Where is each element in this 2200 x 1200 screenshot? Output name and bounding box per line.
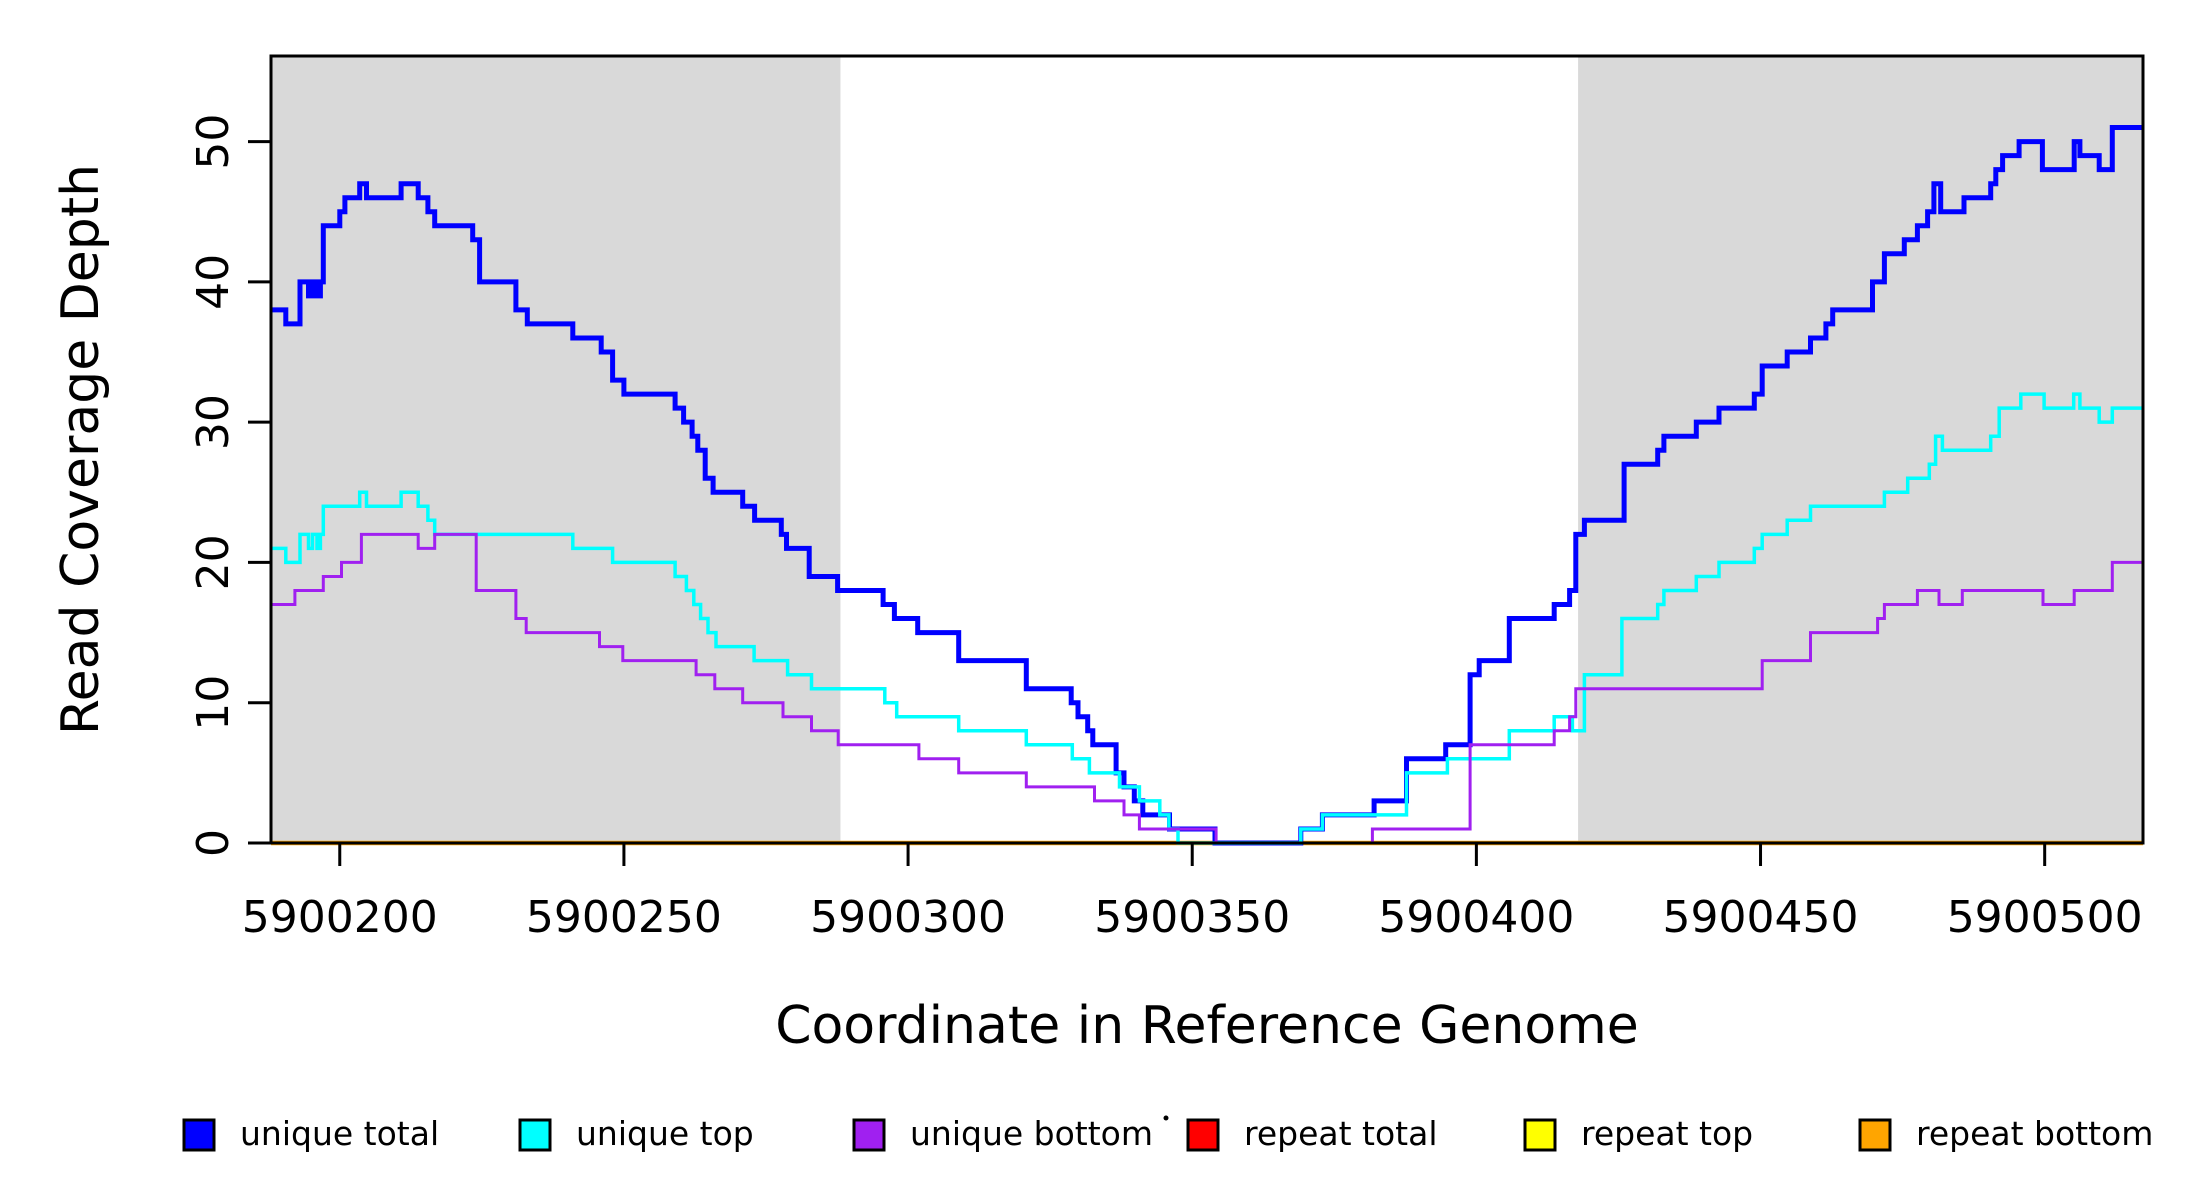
y-tick-label: 30 bbox=[188, 394, 239, 450]
legend-label-unique-bottom: unique bottom bbox=[910, 1114, 1153, 1153]
y-tick-label: 20 bbox=[188, 534, 239, 590]
x-tick-label: 5900350 bbox=[1094, 892, 1290, 943]
x-tick-label: 5900500 bbox=[1947, 892, 2143, 943]
left-gray-band bbox=[271, 56, 841, 843]
axis-ticks-layer bbox=[248, 140, 2047, 866]
x-tick-label: 5900400 bbox=[1378, 892, 1574, 943]
x-tick-label: 5900200 bbox=[242, 892, 438, 943]
legend-label-repeat-top: repeat top bbox=[1581, 1114, 1753, 1153]
plot-border-box bbox=[269, 54, 2145, 845]
axis-tick-labels-layer: 5900200 5900250 5900300 5900350 5900400 59004… bbox=[188, 114, 2143, 943]
legend: unique total unique top unique bottom repea… bbox=[182, 1114, 2153, 1153]
legend-swatch-unique-bottom bbox=[852, 1118, 886, 1152]
right-gray-band bbox=[1578, 56, 2143, 843]
x-tick-label: 5900250 bbox=[526, 892, 722, 943]
series-line-unique-top bbox=[271, 392, 2143, 845]
y-tick-label: 40 bbox=[188, 254, 239, 310]
legend-label-unique-top: unique top bbox=[576, 1114, 754, 1153]
legend-label-unique-total: unique total bbox=[240, 1114, 439, 1153]
y-tick-label: 0 bbox=[188, 829, 239, 857]
legend-label-repeat-bottom: repeat bottom bbox=[1916, 1114, 2153, 1153]
legend-title-dot bbox=[1163, 1115, 1169, 1121]
legend-swatch-repeat-total bbox=[1186, 1118, 1220, 1152]
x-tick-label: 5900300 bbox=[810, 892, 1006, 943]
y-tick-label: 10 bbox=[188, 675, 239, 731]
series-line-unique-bottom bbox=[271, 532, 2143, 845]
y-tick-label: 50 bbox=[188, 114, 239, 170]
legend-label-repeat-total: repeat total bbox=[1244, 1114, 1438, 1153]
legend-swatch-unique-total bbox=[182, 1118, 216, 1152]
legend-swatch-unique-top bbox=[518, 1118, 552, 1152]
x-axis-title: Coordinate in Reference Genome bbox=[775, 996, 1639, 1056]
x-tick-label: 5900450 bbox=[1663, 892, 1859, 943]
legend-swatch-repeat-bottom bbox=[1858, 1118, 1892, 1152]
legend-swatch-repeat-top bbox=[1523, 1118, 1557, 1152]
shaded-bands-layer bbox=[271, 56, 2143, 843]
y-axis-title: Read Coverage Depth bbox=[51, 164, 111, 735]
